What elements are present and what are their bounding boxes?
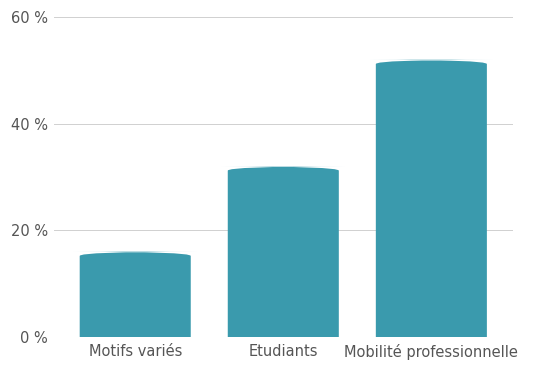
FancyBboxPatch shape <box>368 60 494 341</box>
FancyBboxPatch shape <box>72 252 198 341</box>
FancyBboxPatch shape <box>220 166 346 341</box>
